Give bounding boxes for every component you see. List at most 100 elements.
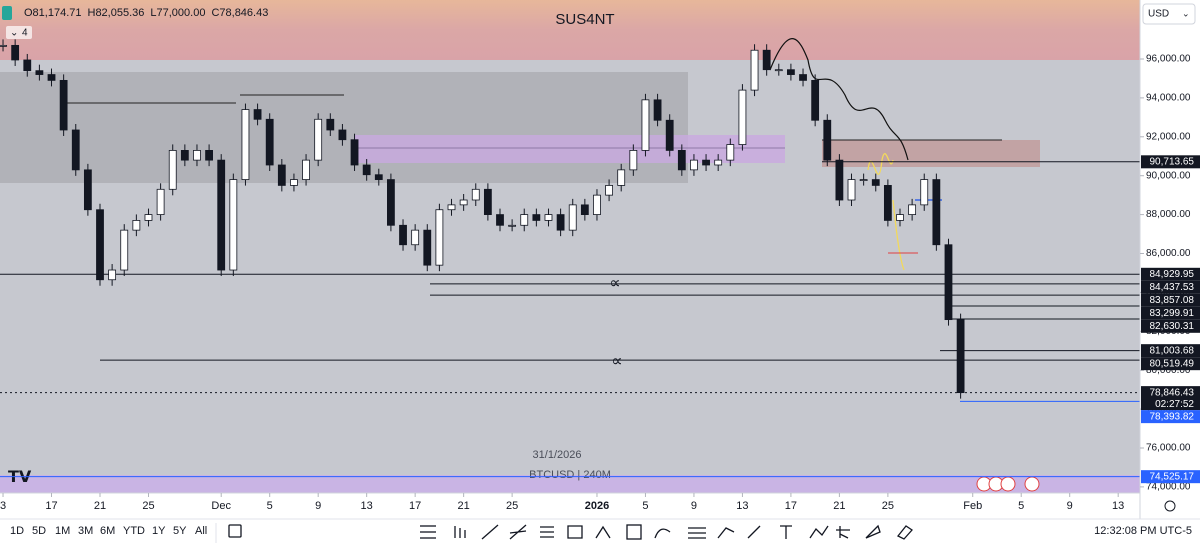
candle <box>544 214 553 221</box>
candle <box>665 119 674 151</box>
x-tick-label: 9 <box>691 500 697 512</box>
range-button[interactable]: 5D <box>32 525 46 537</box>
candle <box>568 204 577 231</box>
tool-icon[interactable] <box>836 526 850 539</box>
tool-icon[interactable] <box>747 525 761 539</box>
candle <box>168 150 177 190</box>
tool-icon[interactable] <box>509 524 527 540</box>
candle <box>847 179 856 201</box>
event-flags[interactable] <box>976 476 1040 492</box>
candle <box>326 118 335 131</box>
x-tick-label: 21 <box>94 500 106 512</box>
candle <box>738 89 747 145</box>
settings-button[interactable] <box>1164 500 1176 512</box>
y-tick-label: 88,000.00 <box>1146 209 1191 220</box>
price-label-box <box>1141 267 1200 281</box>
x-tick-label: 9 <box>1067 500 1073 512</box>
price-label: 74,525.17 <box>1150 471 1195 482</box>
tool-icon[interactable] <box>481 524 499 540</box>
candle <box>787 69 795 75</box>
candle <box>23 59 32 72</box>
candle <box>83 169 92 211</box>
range-button[interactable]: 6M <box>100 525 115 537</box>
range-button[interactable]: 1M <box>55 525 70 537</box>
tool-icon[interactable] <box>454 526 466 538</box>
candle <box>799 74 807 81</box>
candle <box>362 164 371 176</box>
price-axis <box>1140 0 1200 519</box>
candle <box>11 44 20 61</box>
candle <box>496 214 504 226</box>
currency: USD <box>1148 9 1169 20</box>
tool-icon[interactable] <box>688 527 706 539</box>
x-tick-label: 5 <box>1018 500 1024 512</box>
tool-icon[interactable] <box>717 527 735 539</box>
range-button[interactable]: 5Y <box>173 525 187 537</box>
indicator-toggle[interactable] <box>6 26 32 39</box>
event-flag[interactable] <box>1000 476 1016 492</box>
candle <box>920 179 929 206</box>
candle <box>374 174 383 180</box>
x-tick-label: 9 <box>315 500 321 512</box>
candle <box>193 150 201 161</box>
range-button[interactable]: All <box>195 525 207 537</box>
y-tick-label: 76,000.00 <box>1146 443 1191 454</box>
tool-icon[interactable] <box>595 525 611 539</box>
candle <box>435 209 444 266</box>
candle <box>871 179 880 186</box>
candle <box>144 214 153 221</box>
ohlc-value: H82,055.36 <box>88 7 145 19</box>
range-buttons: 1D 5D 1M 3M 6M YTD 1Y 5Y All <box>10 525 207 537</box>
price-label-box <box>1141 386 1200 411</box>
tool-icon[interactable] <box>896 525 913 540</box>
candle <box>556 214 565 231</box>
indicator-count: 4 <box>22 28 28 39</box>
candle <box>605 185 613 196</box>
time-axis <box>0 493 1140 519</box>
candle <box>641 99 650 151</box>
range-button[interactable]: 1D <box>10 525 24 537</box>
candle <box>653 99 662 121</box>
candle <box>277 164 286 186</box>
candle <box>302 159 310 180</box>
range-button[interactable]: 3M <box>78 525 93 537</box>
price-label: 78,393.82 <box>1150 411 1195 422</box>
range-button[interactable]: YTD <box>123 525 145 537</box>
x-tick-label: 21 <box>833 500 845 512</box>
ohlc-value: L77,000.00 <box>150 7 205 19</box>
date-range-button[interactable] <box>228 524 242 538</box>
tool-icon[interactable] <box>865 524 881 539</box>
drawing-tools <box>228 524 913 540</box>
range-button[interactable]: 1Y <box>152 525 166 537</box>
y-tick-label: 94,000.00 <box>1146 93 1191 104</box>
tool-icon[interactable] <box>540 526 554 538</box>
price-label: 81,003.68 <box>1150 345 1195 356</box>
candle <box>811 79 820 121</box>
candle <box>411 229 420 246</box>
price-label-box <box>1141 470 1200 484</box>
x-tick-label: 2026 <box>585 500 609 512</box>
candle <box>253 109 262 120</box>
tool-icon[interactable] <box>809 525 829 539</box>
tool-icon[interactable] <box>780 525 792 539</box>
ohlc-value: C78,846.43 <box>211 7 268 19</box>
candle <box>617 169 626 186</box>
projection-path <box>769 38 909 161</box>
candle <box>508 224 517 227</box>
y-tick-label: 80,000.00 <box>1146 365 1191 376</box>
projection-path <box>892 199 905 271</box>
price-label: 83,299.91 <box>1150 308 1195 319</box>
event-flag[interactable] <box>1024 476 1040 492</box>
tool-icon[interactable] <box>567 525 583 539</box>
tool-icon[interactable] <box>654 528 671 539</box>
candle <box>132 220 141 231</box>
tool-icon[interactable] <box>626 524 642 540</box>
price-label: 84,437.53 <box>1150 282 1195 293</box>
candle <box>471 188 480 201</box>
symbol-icon[interactable] <box>2 6 12 20</box>
candle <box>896 214 904 221</box>
y-tick-label: 86,000.00 <box>1146 248 1191 259</box>
supply-zone <box>0 0 1140 60</box>
currency-dropdown[interactable] <box>1142 3 1196 25</box>
